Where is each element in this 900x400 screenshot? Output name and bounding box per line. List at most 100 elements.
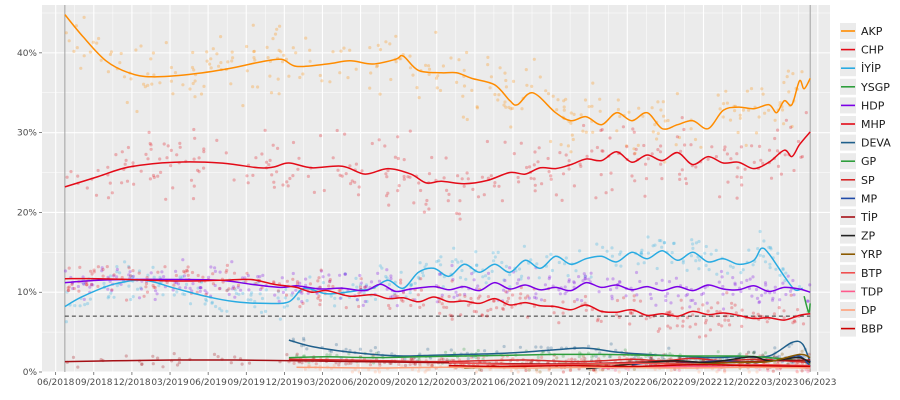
poll-dot-akp [555,108,559,112]
poll-dot-i̇yi̇p [418,261,422,265]
poll-dot-akp [253,58,257,62]
poll-dot-chp [646,157,650,161]
poll-dot-mhp [501,306,505,311]
poll-dot-hdp [363,299,367,304]
poll-dot-chp [193,136,197,140]
poll-dot-i̇yi̇p [175,290,179,294]
poll-dot-mhp [416,293,420,297]
poll-dot-i̇yi̇p [618,252,622,256]
poll-dot-chp [610,188,614,192]
poll-dot-i̇yi̇p [491,251,495,255]
poll-dot-hdp [806,299,810,303]
poll-dot-hdp [149,271,153,275]
poll-dot-hdp [115,275,119,279]
poll-dot-akp [181,83,185,87]
poll-dot-chp [631,127,635,131]
poll-dot-akp [146,83,150,87]
poll-dot-chp [344,172,348,176]
poll-dot-dp [303,367,307,371]
poll-dot-akp [281,60,285,64]
poll-dot-mhp [668,310,672,314]
poll-dot-hdp [213,269,217,273]
poll-dot-mhp [526,294,530,298]
poll-dot-chp [396,156,400,161]
poll-dot-akp [787,90,791,94]
poll-dot-hdp [587,277,591,281]
poll-dot-hdp [298,281,302,285]
poll-dot-akp [95,41,99,45]
poll-dot-gp [716,350,720,354]
poll-dot-hdp [273,293,277,297]
poll-dot-chp [804,111,808,115]
poll-dot-chp [427,207,431,211]
poll-dot-mhp [295,280,300,284]
poll-dot-i̇yi̇p [384,274,388,279]
poll-dot-hdp [532,295,537,299]
poll-dot-mhp [472,309,476,313]
poll-dot-chp [600,128,604,132]
poll-dot-dp [410,367,415,371]
poll-dot-akp [408,54,412,58]
poll-dot-i̇yi̇p [583,274,587,278]
poll-dot-hdp [154,289,158,293]
poll-dot-mhp [793,320,797,324]
poll-dot-mhp [644,317,648,321]
poll-dot-mhp [519,292,523,296]
poll-dot-akp [368,46,372,50]
poll-dot-akp [192,68,196,72]
poll-dot-i̇yi̇p [220,309,224,313]
poll-dot-hdp [377,279,382,283]
poll-dot-akp [273,32,278,36]
poll-dot-i̇yi̇p [399,270,403,274]
series-line-ti̇p [64,359,811,365]
poll-dot-deva [377,350,381,355]
legend-label: BTP [861,267,882,280]
poll-dot-mhp [666,311,671,315]
poll-dot-hdp [300,300,304,304]
poll-dot-i̇yi̇p [387,282,391,287]
poll-dot-i̇yi̇p [88,297,92,301]
poll-dot-deva [752,350,757,354]
poll-dot-hdp [701,291,706,295]
poll-dot-hdp [751,275,755,279]
legend-label: YRP [860,248,882,261]
poll-dot-akp [143,85,147,89]
poll-dot-ti̇p [441,357,445,361]
poll-dot-i̇yi̇p [564,256,568,260]
legend-label: MP [861,192,877,205]
poll-dot-mhp [85,283,89,287]
poll-dot-mhp [730,306,734,310]
poll-dot-mhp [552,311,556,315]
poll-dot-chp [164,197,168,201]
poll-dot-akp [504,85,508,89]
poll-dot-hdp [358,273,362,278]
poll-dot-mhp [70,282,74,287]
poll-dot-mhp [151,283,155,288]
poll-dot-i̇yi̇p [264,288,268,292]
poll-dot-chp [599,128,603,133]
poll-dot-akp [408,66,413,70]
poll-dot-akp [219,35,223,39]
poll-dot-dp [488,367,492,371]
poll-dot-chp [480,175,484,179]
poll-dot-chp [260,152,264,156]
poll-dot-hdp [247,288,251,292]
poll-dot-hdp [304,277,308,281]
poll-dot-dp [747,370,751,374]
poll-dot-chp [85,186,89,190]
poll-dot-chp [353,180,357,184]
poll-dot-hdp [745,278,749,282]
poll-dot-mhp [751,311,756,315]
x-tick-label: 12/2019 [266,378,304,388]
poll-dot-gp [295,354,299,358]
poll-dot-i̇yi̇p [378,264,382,268]
poll-dot-mhp [701,303,705,307]
poll-dot-akp [462,68,466,72]
poll-dot-chp [125,179,130,183]
poll-dot-chp [196,168,200,172]
poll-dot-hdp [665,291,670,296]
poll-dot-zp [752,351,756,355]
poll-dot-sp [794,362,798,366]
poll-dot-yrp [800,349,804,353]
poll-dot-i̇yi̇p [545,255,549,259]
